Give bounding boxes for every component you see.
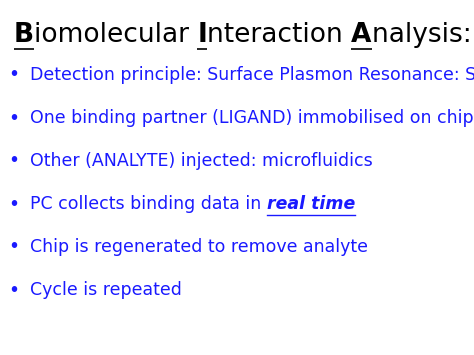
Text: Cycle is repeated: Cycle is repeated (30, 281, 182, 299)
Text: •: • (9, 195, 19, 213)
Text: Chip is regenerated to remove analyte: Chip is regenerated to remove analyte (30, 238, 368, 256)
Text: I: I (198, 22, 207, 48)
Text: •: • (9, 109, 19, 127)
Text: Detection principle: Surface Plasmon Resonance: SPR: Detection principle: Surface Plasmon Res… (30, 66, 474, 84)
Text: PC collects binding data in: PC collects binding data in (30, 195, 267, 213)
Text: •: • (9, 237, 19, 257)
Text: •: • (9, 66, 19, 84)
Text: Other (ANALYTE) injected: microfluidics: Other (ANALYTE) injected: microfluidics (30, 152, 373, 170)
Text: nalysis:: nalysis: (372, 22, 474, 48)
Text: One binding partner (LIGAND) immobilised on chip: One binding partner (LIGAND) immobilised… (30, 109, 474, 127)
Text: B: B (14, 22, 34, 48)
Text: A: A (351, 22, 372, 48)
Text: iomolecular: iomolecular (34, 22, 198, 48)
Text: •: • (9, 280, 19, 300)
Text: •: • (9, 152, 19, 170)
Text: nteraction: nteraction (207, 22, 351, 48)
Text: real time: real time (267, 195, 355, 213)
